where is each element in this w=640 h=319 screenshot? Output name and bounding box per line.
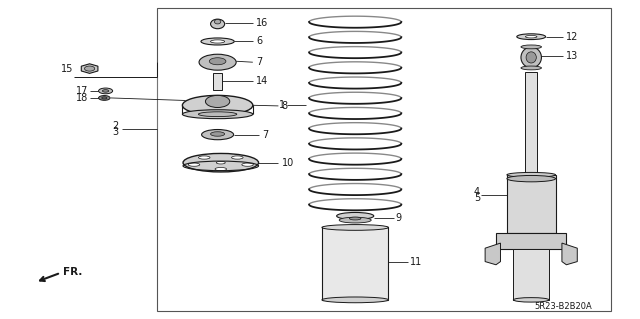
Ellipse shape xyxy=(182,95,253,115)
Ellipse shape xyxy=(216,161,225,164)
Text: 2: 2 xyxy=(112,121,118,131)
Text: 6: 6 xyxy=(256,36,262,47)
Ellipse shape xyxy=(214,19,221,24)
Ellipse shape xyxy=(211,19,225,29)
Ellipse shape xyxy=(201,38,234,45)
Ellipse shape xyxy=(211,40,225,43)
Text: 17: 17 xyxy=(76,86,88,96)
Ellipse shape xyxy=(102,90,109,92)
Text: 8: 8 xyxy=(282,101,288,111)
Bar xyxy=(513,249,549,300)
Ellipse shape xyxy=(182,110,253,119)
Ellipse shape xyxy=(242,163,253,166)
Ellipse shape xyxy=(211,132,225,136)
Ellipse shape xyxy=(349,217,361,220)
Polygon shape xyxy=(485,243,500,265)
Ellipse shape xyxy=(517,34,545,40)
Text: 14: 14 xyxy=(256,76,268,86)
Ellipse shape xyxy=(525,35,537,38)
Text: 5R23-B2B20A: 5R23-B2B20A xyxy=(534,302,592,311)
Ellipse shape xyxy=(322,297,388,303)
Ellipse shape xyxy=(205,95,230,108)
Bar xyxy=(496,233,566,249)
Bar xyxy=(213,73,222,90)
Bar xyxy=(322,227,388,300)
Ellipse shape xyxy=(198,112,237,117)
Text: 11: 11 xyxy=(410,256,422,267)
Ellipse shape xyxy=(199,54,236,70)
Text: 7: 7 xyxy=(256,57,262,67)
Ellipse shape xyxy=(521,47,541,68)
Text: 1: 1 xyxy=(278,100,285,110)
Text: 10: 10 xyxy=(282,158,294,168)
Ellipse shape xyxy=(322,225,388,230)
Ellipse shape xyxy=(339,217,371,223)
Bar xyxy=(157,8,611,311)
Ellipse shape xyxy=(337,212,374,219)
Ellipse shape xyxy=(526,52,536,63)
Text: 7: 7 xyxy=(262,130,269,140)
Ellipse shape xyxy=(507,172,556,177)
Text: 18: 18 xyxy=(76,93,88,103)
Polygon shape xyxy=(562,243,577,265)
Bar xyxy=(507,175,556,233)
Ellipse shape xyxy=(232,156,243,159)
Bar xyxy=(525,72,537,179)
Text: 9: 9 xyxy=(395,213,401,223)
Text: 5: 5 xyxy=(474,193,480,203)
Text: 4: 4 xyxy=(474,187,480,197)
Ellipse shape xyxy=(202,130,234,140)
Ellipse shape xyxy=(102,97,107,99)
Text: 12: 12 xyxy=(566,32,579,42)
Text: 3: 3 xyxy=(112,127,118,137)
Circle shape xyxy=(84,66,95,71)
Ellipse shape xyxy=(198,156,210,159)
Ellipse shape xyxy=(209,58,226,65)
Ellipse shape xyxy=(521,45,541,49)
Ellipse shape xyxy=(507,175,556,182)
Ellipse shape xyxy=(99,88,113,94)
Text: 13: 13 xyxy=(566,51,579,62)
Ellipse shape xyxy=(521,66,541,70)
Text: FR.: FR. xyxy=(63,267,82,277)
Polygon shape xyxy=(81,64,98,73)
Text: 16: 16 xyxy=(256,18,268,28)
Ellipse shape xyxy=(215,167,227,171)
Ellipse shape xyxy=(188,163,200,166)
Ellipse shape xyxy=(513,298,549,302)
Ellipse shape xyxy=(183,153,259,172)
Ellipse shape xyxy=(99,96,110,100)
Text: 15: 15 xyxy=(61,63,74,74)
